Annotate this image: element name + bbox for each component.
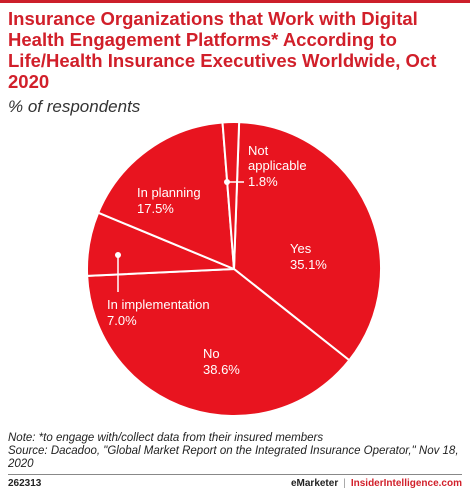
top-accent-bar [0,0,470,3]
pie-slice-yes [233,121,383,362]
label-not-applicable-value: 1.8% [248,174,278,189]
label-no-name: No [203,346,220,361]
pie-slice-no [86,268,351,417]
pie-chart: Not applicable 1.8% In planning 17.5% Ye… [86,121,383,417]
notes: Note: *to engage with/collect data from … [8,432,463,471]
chart-subtitle: % of respondents [8,97,141,116]
leader-dot-in-implementation [115,252,121,258]
leader-dot-not-applicable [224,179,230,185]
label-in-implementation-name: In implementation [107,297,210,312]
label-in-planning-value: 17.5% [137,201,174,216]
pie-slice-not-applicable [221,121,241,270]
brand-divider: | [343,478,346,489]
brand-emarketer: eMarketer [290,478,339,489]
footer-divider [8,474,462,475]
source-text: Source: Dacadoo, "Global Market Report o… [8,445,459,470]
label-yes-name: Yes [290,241,312,256]
label-not-applicable-name: Not [248,143,269,158]
label-yes-value: 35.1% [290,257,327,272]
label-no-value: 38.6% [203,362,240,377]
label-in-implementation-value: 7.0% [107,313,137,328]
pie-slice-in-planning [97,121,235,270]
footer-brand: eMarketer | InsiderIntelligence.com [291,478,462,489]
chart-title: Insurance Organizations that Work with D… [8,8,437,92]
label-in-planning-name: In planning [137,185,201,200]
label-not-applicable-name2: applicable [248,158,307,173]
note-text: Note: *to engage with/collect data from … [8,432,324,444]
brand-insider-intelligence: InsiderIntelligence.com [350,478,462,489]
chart-id: 262313 [8,478,42,489]
